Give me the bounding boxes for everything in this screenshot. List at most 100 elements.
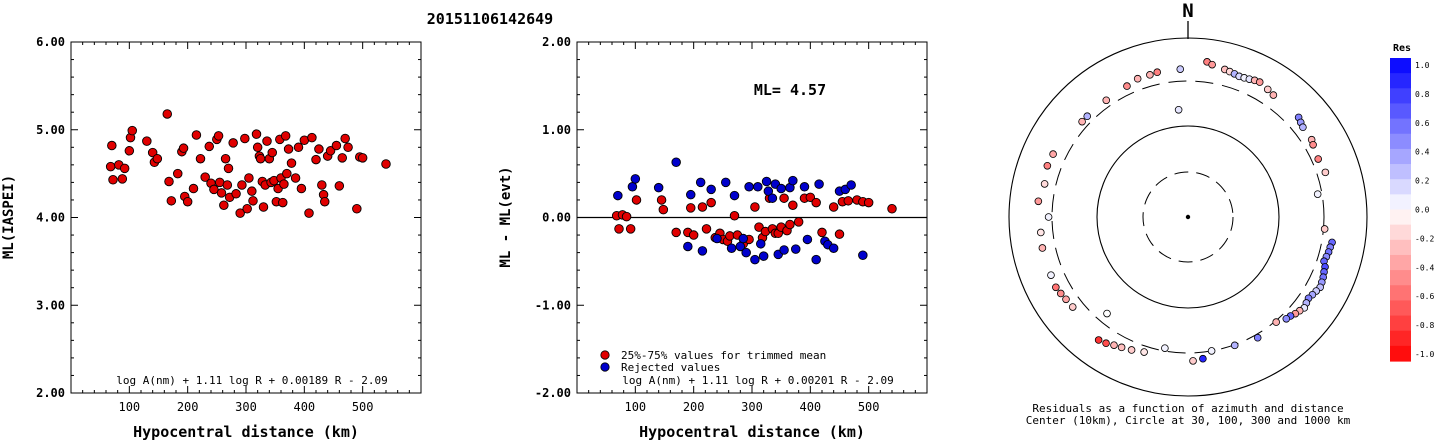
station-point (1140, 348, 1148, 356)
residual-point-red (614, 224, 624, 234)
station-point (1207, 347, 1216, 355)
ml-y-tick-label: 5.00 (36, 123, 65, 137)
colorbar-tick-label: -1.0 (1415, 350, 1434, 359)
colorbar-segment (1390, 164, 1411, 180)
station-point (1036, 228, 1045, 237)
colorbar-segment (1390, 315, 1411, 332)
residual-point-red (793, 217, 804, 227)
residual-formula: log A(nm) + 1.11 log R + 0.00201 R - 2.0… (622, 374, 894, 387)
residual-x-tick-label: 100 (624, 400, 646, 414)
ml-point-red (357, 153, 368, 163)
station-point (1272, 318, 1280, 326)
residual-y-tick-label: 1.00 (542, 123, 571, 137)
residual-y-tick-label: 2.00 (542, 35, 571, 49)
residual-point-blue (695, 177, 706, 188)
ml-point-red (340, 133, 350, 144)
residual-point-blue (706, 184, 716, 195)
legend-label-rejected: Rejected values (621, 361, 720, 374)
colorbar-segment (1390, 224, 1411, 241)
ml-y-tick-label: 3.00 (36, 298, 65, 312)
ring-outer (1008, 37, 1368, 397)
ml-point-red (279, 179, 289, 189)
station-point (1062, 295, 1070, 304)
ml-point-red (240, 133, 250, 144)
residual-y-tick-label: -2.00 (535, 386, 571, 400)
station-point (1094, 336, 1103, 344)
residual-point-blue (750, 254, 760, 265)
residual-point-blue (753, 182, 763, 192)
ml-point-red (278, 197, 288, 208)
station-point (1078, 117, 1086, 126)
residual-x-tick-label: 400 (799, 400, 821, 414)
station-point (1146, 71, 1154, 79)
ml-point-red (255, 153, 266, 164)
station-point (1049, 150, 1057, 158)
colorbar-segment (1390, 118, 1411, 135)
station-point (1313, 190, 1322, 198)
ml-point-red (317, 180, 327, 190)
station-point (1199, 354, 1207, 363)
epicenter-dot (1185, 214, 1191, 220)
colorbar-tick-label: 0.0 (1415, 206, 1430, 215)
ml-points (105, 109, 391, 218)
residual-x-tick-label: 500 (858, 400, 880, 414)
residual-y-ticks: -2.00 -1.00 0.00 1.00 2.00 (535, 35, 927, 400)
station-point (1110, 341, 1118, 349)
ml-x-tick-label: 100 (118, 400, 140, 414)
ml-point-red (222, 180, 233, 190)
colorbar-segment (1390, 58, 1411, 74)
ml-point-red (334, 181, 345, 191)
ml-distance-panel: 2.00 3.00 4.00 5.00 6.00 100 200 300 400 500 log… (1, 35, 422, 441)
azimuth-caption-line2: Center (10km), Circle at 30, 100, 300 an… (1026, 414, 1351, 427)
north-label: N (1182, 0, 1193, 22)
station-point (1083, 112, 1092, 121)
ml-formula: log A(nm) + 1.11 log R + 0.00189 R - 2.0… (116, 374, 388, 387)
residual-point-blue (613, 190, 623, 201)
colorbar-segment (1390, 330, 1411, 347)
residual-point-blue (741, 247, 751, 258)
station-point (1127, 346, 1136, 354)
residual-point-red (788, 200, 798, 210)
ml-point-red (191, 130, 202, 140)
ml-point-red (166, 196, 177, 206)
residual-point-blue (788, 175, 798, 186)
colorbar-tick-label: 0.8 (1415, 90, 1430, 99)
residual-point-red (779, 193, 789, 203)
ml-x-tick-label: 500 (352, 400, 374, 414)
colorbar-segment (1390, 254, 1411, 271)
station-point (1269, 91, 1278, 99)
residual-point-blue (744, 182, 754, 192)
station-point (1068, 303, 1077, 311)
colorbar-segment (1390, 133, 1411, 150)
ml-point-red (296, 183, 307, 194)
residual-point-red (863, 197, 874, 208)
station-point (1052, 283, 1060, 292)
ml-point-red (242, 203, 252, 214)
colorbar-segment (1390, 194, 1411, 211)
ml-point-red (320, 196, 330, 207)
residual-point-blue (791, 244, 801, 254)
ml-point-red (195, 153, 206, 164)
colorbar-segment (1390, 300, 1411, 317)
residual-point-blue (630, 174, 641, 184)
station-point (1263, 85, 1272, 94)
residual-point-red (658, 204, 669, 215)
ring-100km (1096, 125, 1280, 309)
ml-point-red (293, 142, 304, 153)
ml-point-red (282, 168, 292, 179)
residual-point-blue (653, 182, 664, 193)
ml-point-red (216, 188, 227, 198)
residual-point-red (621, 211, 632, 222)
residual-point-blue (758, 251, 769, 261)
station-point (1117, 343, 1126, 352)
colorbar-segment (1390, 103, 1411, 120)
residual-y-tick-label: -1.00 (535, 298, 571, 312)
ml-point-red (228, 138, 238, 148)
colorbar-segment (1390, 148, 1411, 165)
residual-point-red (811, 197, 821, 208)
ml-x-axis-label: Hypocentral distance (km) (133, 423, 359, 441)
residual-point-red (688, 230, 699, 240)
residual-point-red (631, 195, 642, 205)
station-point (1299, 123, 1307, 132)
